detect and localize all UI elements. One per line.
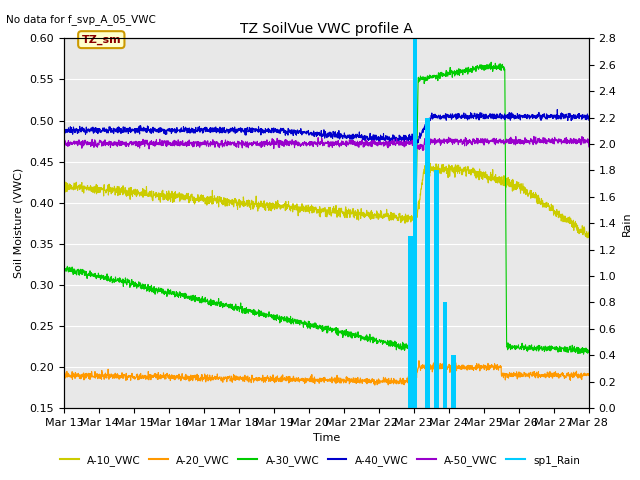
Bar — [435, 170, 436, 408]
Bar — [443, 302, 445, 408]
Bar — [410, 236, 412, 408]
Bar — [415, 38, 417, 408]
Bar — [427, 118, 429, 408]
Bar — [444, 302, 446, 408]
Bar — [428, 118, 429, 408]
Bar — [444, 302, 447, 408]
Bar — [426, 118, 428, 408]
Y-axis label: Rain: Rain — [622, 211, 632, 236]
Bar — [453, 355, 456, 408]
Bar — [408, 236, 410, 408]
Bar — [454, 355, 456, 408]
Bar — [409, 236, 411, 408]
Bar — [435, 170, 438, 408]
Bar — [425, 118, 428, 408]
Bar — [434, 170, 436, 408]
Bar — [452, 355, 454, 408]
Bar — [410, 236, 412, 408]
Bar — [445, 302, 447, 408]
Bar — [444, 302, 446, 408]
Bar — [426, 118, 428, 408]
Bar — [410, 236, 412, 408]
Bar — [409, 236, 412, 408]
Y-axis label: Soil Moisture (VWC): Soil Moisture (VWC) — [14, 168, 24, 278]
Bar — [452, 355, 454, 408]
Bar — [427, 118, 429, 408]
Bar — [408, 236, 410, 408]
Bar — [408, 236, 410, 408]
Bar — [443, 302, 445, 408]
Bar — [413, 38, 415, 408]
Text: TZ_sm: TZ_sm — [81, 35, 121, 45]
Bar — [428, 118, 430, 408]
Text: No data for f_svp_A_05_VWC: No data for f_svp_A_05_VWC — [6, 14, 156, 25]
Bar — [434, 170, 436, 408]
Bar — [436, 170, 438, 408]
Bar — [410, 236, 412, 408]
Bar — [435, 170, 437, 408]
Bar — [426, 118, 428, 408]
Bar — [428, 118, 431, 408]
Bar — [411, 236, 413, 408]
Bar — [453, 355, 455, 408]
Bar — [443, 302, 445, 408]
Bar — [408, 236, 410, 408]
Bar — [414, 38, 416, 408]
Bar — [413, 38, 415, 408]
Bar — [413, 38, 415, 408]
X-axis label: Time: Time — [313, 433, 340, 443]
Bar — [413, 38, 416, 408]
Legend: A-10_VWC, A-20_VWC, A-30_VWC, A-40_VWC, A-50_VWC, sp1_Rain: A-10_VWC, A-20_VWC, A-30_VWC, A-40_VWC, … — [56, 451, 584, 470]
Bar — [435, 170, 437, 408]
Bar — [436, 170, 438, 408]
Bar — [445, 302, 447, 408]
Bar — [452, 355, 454, 408]
Title: TZ SoilVue VWC profile A: TZ SoilVue VWC profile A — [240, 22, 413, 36]
Bar — [426, 118, 429, 408]
Bar — [453, 355, 455, 408]
Bar — [410, 236, 413, 408]
Bar — [409, 236, 411, 408]
Bar — [428, 118, 430, 408]
Bar — [444, 302, 445, 408]
Bar — [411, 236, 413, 408]
Bar — [414, 38, 416, 408]
Bar — [454, 355, 456, 408]
Bar — [435, 170, 436, 408]
Bar — [445, 302, 447, 408]
Bar — [415, 38, 417, 408]
Bar — [444, 302, 445, 408]
Bar — [426, 118, 428, 408]
Bar — [452, 355, 454, 408]
Bar — [428, 118, 429, 408]
Bar — [436, 170, 438, 408]
Bar — [451, 355, 454, 408]
Bar — [436, 170, 438, 408]
